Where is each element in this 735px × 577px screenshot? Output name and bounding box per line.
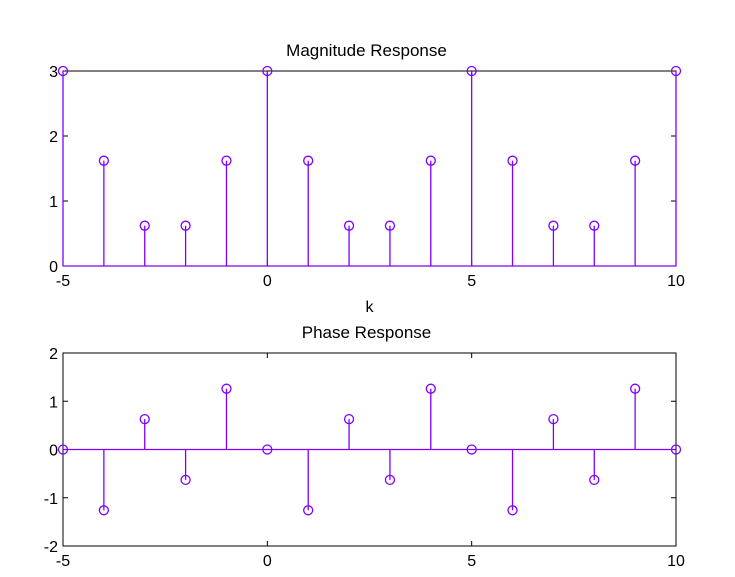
stem-marker xyxy=(221,155,232,166)
stem-marker xyxy=(343,413,355,425)
stem-marker xyxy=(98,155,110,166)
stem-marker xyxy=(384,220,396,231)
stem-marker xyxy=(57,444,69,455)
stem-marker xyxy=(303,155,314,166)
stem-marker xyxy=(670,65,682,77)
chart-2: -5 0 5 10 -2 -1 0 1 2 Phase Response xyxy=(44,323,685,570)
stem-marker xyxy=(589,474,600,486)
y-tick-label: 2 xyxy=(49,346,58,363)
stem-marker xyxy=(139,413,150,425)
stem-marker xyxy=(507,155,518,166)
y-tick-label: 0 xyxy=(49,443,58,460)
stem-marker xyxy=(303,505,314,516)
y-tick-label: 1 xyxy=(49,194,58,211)
y-tick-label: 1 xyxy=(49,394,58,411)
y-tick-label: 2 xyxy=(49,129,58,146)
chart-title: Magnitude Response xyxy=(286,41,447,60)
stem-marker xyxy=(466,65,477,77)
x-tick-label: -5 xyxy=(56,273,70,290)
x-tick-label: 0 xyxy=(263,553,272,570)
stem-marker xyxy=(98,505,110,516)
stem-marker xyxy=(425,383,436,394)
stem-marker xyxy=(548,413,559,425)
stem-marker xyxy=(548,220,559,231)
x-tick-label: 10 xyxy=(667,553,685,570)
stem-marker xyxy=(262,65,273,77)
axes-frame xyxy=(62,70,677,267)
stem-marker xyxy=(139,220,150,231)
stem-marker xyxy=(629,155,641,166)
y-tick-label: -2 xyxy=(44,539,58,556)
stem-marker xyxy=(180,220,191,231)
x-axis-label: k xyxy=(366,299,375,316)
chart-title: Phase Response xyxy=(302,323,431,342)
stem-marker xyxy=(466,444,477,455)
y-tick-label: -1 xyxy=(44,491,58,508)
stem-marker xyxy=(221,383,232,394)
y-tick-label: 3 xyxy=(49,64,58,81)
x-tick-label: 0 xyxy=(263,273,272,290)
x-tick-label: 10 xyxy=(667,273,685,290)
stem-marker xyxy=(343,220,355,231)
stem-marker xyxy=(589,220,600,231)
stem-marker xyxy=(57,65,69,77)
stem-marker xyxy=(180,474,191,486)
stem-marker xyxy=(425,155,436,166)
y-tick-label: 0 xyxy=(49,259,58,276)
x-tick-label: 5 xyxy=(467,553,476,570)
x-tick-label: -5 xyxy=(56,553,70,570)
stem-marker xyxy=(507,505,518,516)
stem-marker xyxy=(384,474,396,486)
x-tick-label: 5 xyxy=(467,273,476,290)
stem-marker xyxy=(262,444,273,455)
stem-marker xyxy=(670,444,682,455)
stem-marker xyxy=(629,383,641,394)
